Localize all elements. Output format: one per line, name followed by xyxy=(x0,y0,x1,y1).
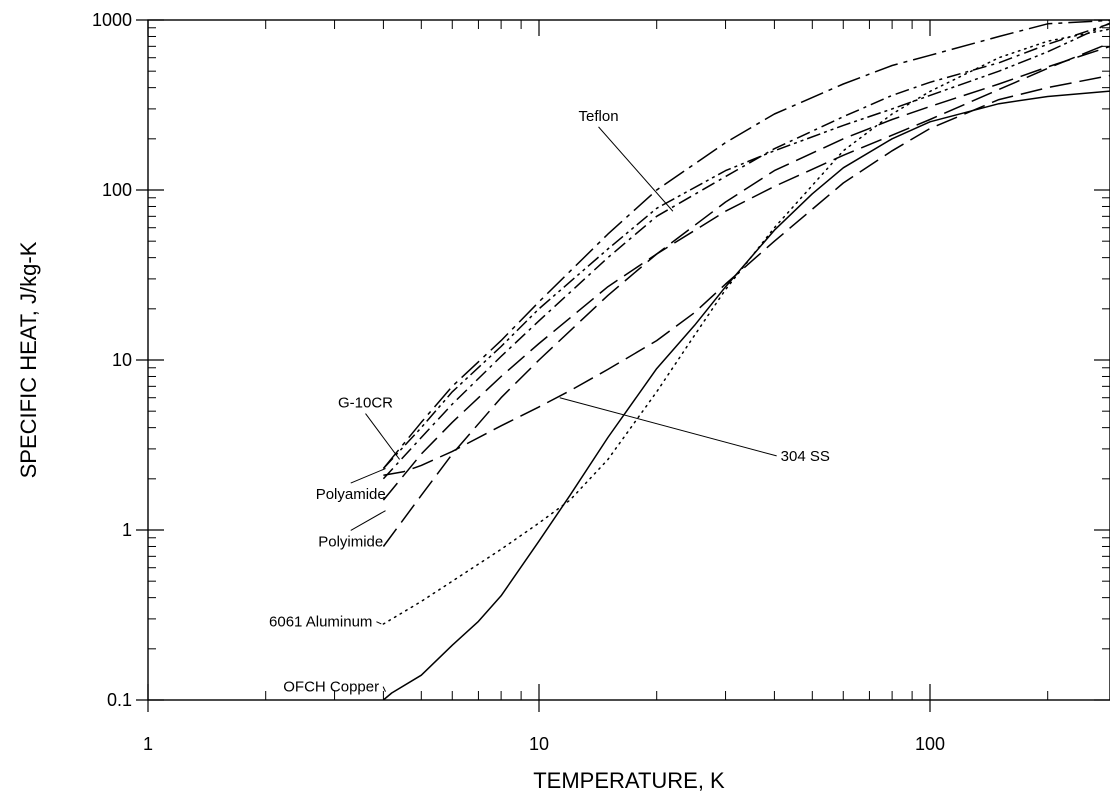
label-g-10cr: G-10CR xyxy=(338,395,393,412)
y-tick-label: 0.1 xyxy=(107,690,132,710)
plot-area xyxy=(147,19,1110,701)
x-axis-title: TEMPERATURE, K xyxy=(533,768,725,793)
major-ticks xyxy=(136,19,1110,712)
label-teflon: Teflon xyxy=(579,108,619,125)
series-unlabeled-7 xyxy=(382,20,1110,469)
series-teflon xyxy=(382,22,1110,470)
leader-line xyxy=(376,621,382,625)
label-polyimide: Polyimide xyxy=(318,533,383,550)
curves xyxy=(382,20,1110,700)
label-304-ss: 304 SS xyxy=(781,448,830,465)
y-axis-title: SPECIFIC HEAT, J/kg-K xyxy=(16,241,41,478)
series-polyamide xyxy=(382,42,1110,501)
y-tick-label: 100 xyxy=(102,180,132,200)
minor-ticks xyxy=(148,20,1110,700)
leader-line xyxy=(365,413,400,460)
leader-line xyxy=(350,510,386,531)
y-tick-label: 1 xyxy=(122,520,132,540)
annotations: OFCH Copper 6061 Aluminum Polyimide Polyami… xyxy=(269,108,830,696)
label-6061-aluminum: 6061 Aluminum xyxy=(269,614,372,631)
label-polyamide: Polyamide xyxy=(316,486,386,503)
leader-line xyxy=(559,397,777,457)
x-tick-label: 1 xyxy=(143,734,153,754)
series-6061-aluminum xyxy=(382,28,1110,625)
series-ofch-copper xyxy=(382,90,1110,700)
leader-line xyxy=(350,468,386,484)
tick-labels: 1 10 100 0.1 1 10 100 1000 xyxy=(92,10,945,754)
series-polyimide xyxy=(382,45,1110,547)
y-tick-label: 10 xyxy=(112,350,132,370)
label-ofch-copper: OFCH Copper xyxy=(283,679,379,696)
x-tick-label: 100 xyxy=(915,734,945,754)
leader-line xyxy=(598,126,674,212)
y-tick-label: 1000 xyxy=(92,10,132,30)
x-tick-label: 10 xyxy=(529,734,549,754)
series-g-10cr xyxy=(382,22,1110,480)
leader-line xyxy=(382,686,386,692)
series-304-ss xyxy=(383,74,1110,476)
